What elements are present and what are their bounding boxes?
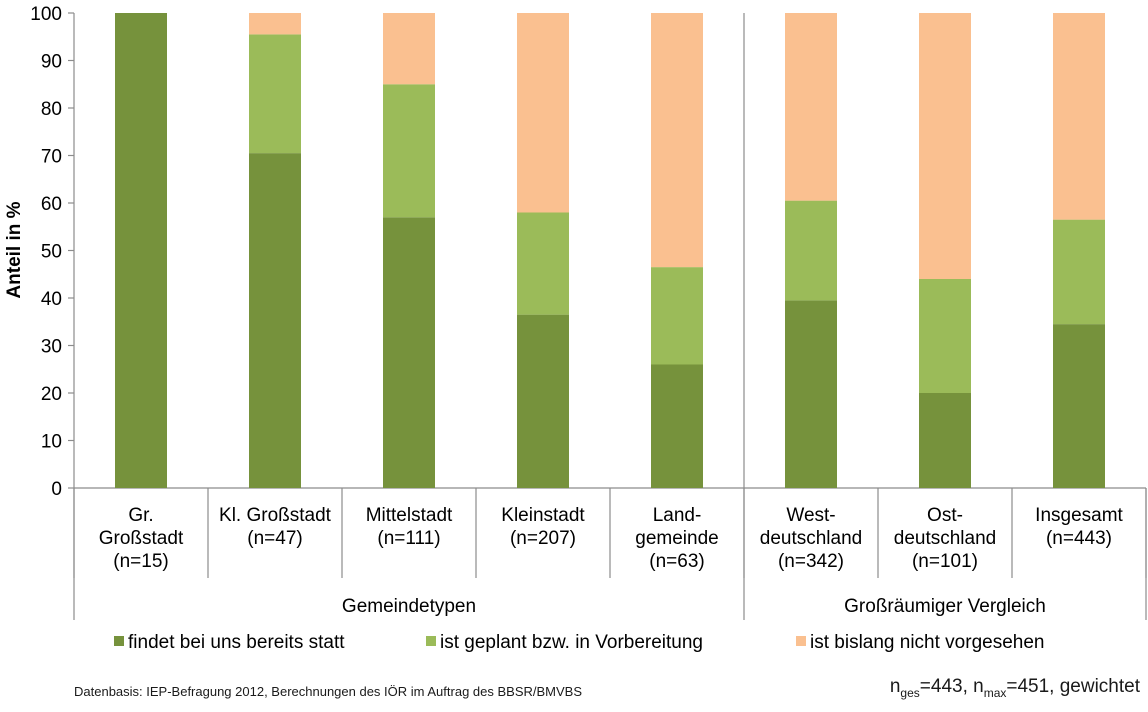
axes: 0 10 20 30 40 50 60 70 80 90 100 Anteil in %: [4, 4, 1147, 620]
bar-segment-2-cat-5: [651, 267, 703, 365]
x-category-label-line: gemeinde: [635, 528, 718, 549]
bar-segment-1-cat-5: [651, 364, 703, 488]
y-tick-label: 90: [41, 52, 62, 73]
bar-segment-3-cat-4: [517, 13, 569, 213]
x-category-label-line: Land-: [653, 505, 702, 526]
x-category-label-line: deutschland: [760, 528, 862, 549]
x-category-label: Ost-deutschland (n=101): [894, 505, 996, 572]
bar-segment-1-cat-8: [1053, 324, 1105, 488]
y-tick-label: 50: [41, 242, 62, 263]
bar-segment-1-cat-3: [383, 217, 435, 488]
bar-segment-3-cat-2: [249, 13, 301, 35]
x-category-label-line: (n=207): [510, 528, 576, 549]
bar-segment-3-cat-6: [785, 13, 837, 201]
bar-segment-1-cat-7: [919, 393, 971, 488]
x-category-label-line: (n=101): [912, 551, 978, 572]
bars: [115, 13, 1105, 488]
y-tick-label: 10: [41, 432, 62, 453]
y-tick-label: 0: [51, 479, 62, 500]
bar-segment-2-cat-4: [517, 212, 569, 315]
x-category-label-line: deutschland: [894, 528, 996, 549]
legend-label: findet bei uns bereits statt: [128, 632, 345, 653]
bar-segment-2-cat-2: [249, 34, 301, 154]
legend-label: ist bislang nicht vorgesehen: [810, 632, 1044, 653]
y-tick-label: 30: [41, 337, 62, 358]
x-category-label-line: Großstadt: [99, 528, 184, 549]
bar-segment-2-cat-3: [383, 84, 435, 218]
bar-segment-1-cat-6: [785, 300, 837, 488]
x-category-label: Kleinstadt (n=207): [501, 505, 585, 549]
bar-segment-2-cat-7: [919, 279, 971, 393]
x-category-label: Mittelstadt (n=111): [366, 505, 453, 549]
x-category-label-line: (n=15): [113, 551, 168, 572]
legend-label: ist geplant bzw. in Vorbereitung: [440, 632, 703, 653]
y-tick-label: 20: [41, 384, 62, 405]
x-category-label-line: Gr.: [128, 505, 153, 526]
bar-segment-1-cat-1: [115, 13, 167, 488]
y-tick-label: 80: [41, 99, 62, 120]
x-category-label-line: West-: [786, 505, 835, 526]
bar-segment-2-cat-6: [785, 200, 837, 301]
legend-swatch: [426, 636, 436, 646]
y-tick-label: 60: [41, 194, 62, 215]
legend-swatch: [114, 636, 124, 646]
x-category-label-line: (n=47): [247, 528, 302, 549]
x-category-label-line: (n=443): [1046, 528, 1112, 549]
x-category-label-line: (n=63): [649, 551, 704, 572]
x-category-label-line: Mittelstadt: [366, 505, 453, 526]
bar-segment-1-cat-4: [517, 314, 569, 488]
bar-segment-1-cat-2: [249, 153, 301, 488]
legend: findet bei uns bereits statt ist geplant …: [114, 632, 1044, 653]
x-category-label-line: Kleinstadt: [501, 505, 585, 526]
y-tick-label: 70: [41, 147, 62, 168]
x-category-label: Insgesamt (n=443): [1035, 505, 1123, 549]
x-category-labels: Gr. Großstadt (n=15) Kl. Großstadt (n=47) Mit…: [99, 505, 1124, 572]
y-tick-label: 100: [30, 4, 62, 25]
bar-segment-3-cat-5: [651, 13, 703, 268]
y-axis-title: Anteil in %: [4, 201, 25, 298]
y-tick-label: 40: [41, 289, 62, 310]
x-category-label-line: Kl. Großstadt: [219, 505, 332, 526]
group-label: Gemeindetypen: [342, 596, 476, 617]
sample-size-note: nges=443, nmax=451, gewichtet: [889, 676, 1140, 700]
x-category-label-line: Ost-: [927, 505, 963, 526]
x-category-label-line: (n=342): [778, 551, 844, 572]
bar-segment-2-cat-8: [1053, 219, 1105, 325]
group-labels: Gemeindetypen Großräumiger Vergleich: [342, 596, 1046, 617]
x-category-label-line: (n=111): [377, 528, 440, 549]
x-category-label: West-deutschland (n=342): [760, 505, 862, 572]
bar-segment-3-cat-7: [919, 13, 971, 279]
legend-swatch: [796, 636, 806, 646]
bar-segment-3-cat-8: [1053, 13, 1105, 220]
bar-segment-3-cat-3: [383, 13, 435, 85]
x-category-label-line: Insgesamt: [1035, 505, 1123, 526]
x-category-label: Kl. Großstadt (n=47): [219, 505, 332, 549]
x-category-label: Land-gemeinde (n=63): [635, 505, 718, 572]
source-note: Datenbasis: IEP-Befragung 2012, Berechnu…: [74, 684, 583, 699]
group-label: Großräumiger Vergleich: [844, 596, 1046, 617]
x-category-label: Gr. Großstadt (n=15): [99, 505, 184, 572]
